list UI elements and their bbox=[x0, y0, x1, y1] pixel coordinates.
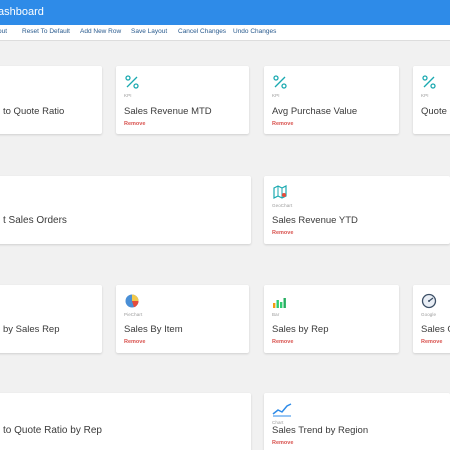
line-chart-icon bbox=[272, 403, 292, 417]
widget-card[interactable]: to Quote Ratio bbox=[0, 66, 102, 134]
widget-card[interactable]: Bar Sales by Rep Remove bbox=[264, 285, 399, 353]
widget-type-label: Google bbox=[421, 312, 437, 317]
widget-name: Sales By Item bbox=[124, 324, 183, 335]
dashboard-titlebar: ashboard bbox=[0, 0, 450, 25]
widget-name: Sales Revenue YTD bbox=[272, 215, 358, 226]
widget-name: Quote bbox=[421, 106, 447, 117]
bar-chart-icon bbox=[273, 298, 286, 308]
gauge-icon bbox=[421, 293, 437, 309]
widget-card[interactable]: GeoChart Sales Revenue YTD Remove bbox=[264, 176, 450, 244]
widget-type-label: Bar bbox=[272, 312, 280, 317]
widget-name: t Sales Orders bbox=[3, 215, 67, 226]
remove-widget-button[interactable]: Remove bbox=[272, 339, 294, 345]
widget-name: Avg Purchase Value bbox=[272, 106, 358, 117]
widget-type-label: GeoChart bbox=[272, 203, 293, 208]
widget-name: Sales G bbox=[421, 324, 450, 335]
reset-to-default-button[interactable]: Reset To Default bbox=[22, 28, 70, 35]
remove-widget-button[interactable]: Remove bbox=[272, 230, 294, 236]
remove-widget-button[interactable]: Remove bbox=[124, 339, 146, 345]
kpi-icon bbox=[273, 75, 287, 89]
widget-type-label: KPI bbox=[421, 93, 429, 98]
widget-type-label: KPI bbox=[272, 93, 280, 98]
add-new-row-button[interactable]: Add New Row bbox=[80, 28, 122, 35]
remove-widget-button[interactable]: Remove bbox=[272, 440, 294, 446]
widget-card[interactable]: Chart Sales Trend by Region Remove bbox=[264, 393, 450, 450]
widget-name: by Sales Rep bbox=[3, 324, 60, 335]
remove-widget-button[interactable]: Remove bbox=[124, 121, 146, 127]
dashboard-toolbar: out Reset To Default Add New Row Save La… bbox=[0, 25, 450, 41]
widget-card[interactable]: PieChart Sales By Item Remove bbox=[116, 285, 249, 353]
cancel-changes-button[interactable]: Cancel Changes bbox=[178, 28, 227, 35]
widget-name: to Quote Ratio bbox=[3, 106, 65, 117]
widget-name: Sales Trend by Region bbox=[272, 425, 369, 436]
kpi-icon bbox=[422, 75, 436, 89]
widget-type-label: Chart bbox=[272, 420, 284, 425]
widget-card[interactable]: Google Sales G Remove bbox=[413, 285, 450, 353]
widget-card[interactable]: to Quote Ratio by Rep bbox=[0, 393, 251, 450]
widget-card[interactable]: by Sales Rep bbox=[0, 285, 102, 353]
geochart-icon bbox=[273, 185, 287, 199]
page-title: ashboard bbox=[0, 6, 44, 18]
remove-widget-button[interactable]: Remove bbox=[421, 339, 443, 345]
widget-card[interactable]: KPI Sales Revenue MTD Remove bbox=[116, 66, 249, 134]
widget-type-label: KPI bbox=[124, 93, 132, 98]
widget-card[interactable]: KPI Quote bbox=[413, 66, 450, 134]
save-layout-button[interactable]: Save Layout bbox=[131, 28, 168, 35]
kpi-icon bbox=[125, 75, 139, 89]
widget-name: Sales by Rep bbox=[272, 324, 329, 335]
widget-name: to Quote Ratio by Rep bbox=[3, 425, 102, 436]
widget-type-label: PieChart bbox=[124, 312, 143, 317]
logout-button[interactable]: out bbox=[0, 28, 8, 35]
widget-name: Sales Revenue MTD bbox=[124, 106, 212, 117]
pie-chart-icon bbox=[125, 294, 139, 308]
undo-changes-button[interactable]: Undo Changes bbox=[233, 28, 277, 35]
remove-widget-button[interactable]: Remove bbox=[272, 121, 294, 127]
widget-card[interactable]: KPI Avg Purchase Value Remove bbox=[264, 66, 399, 134]
widget-card[interactable]: t Sales Orders bbox=[0, 176, 251, 244]
